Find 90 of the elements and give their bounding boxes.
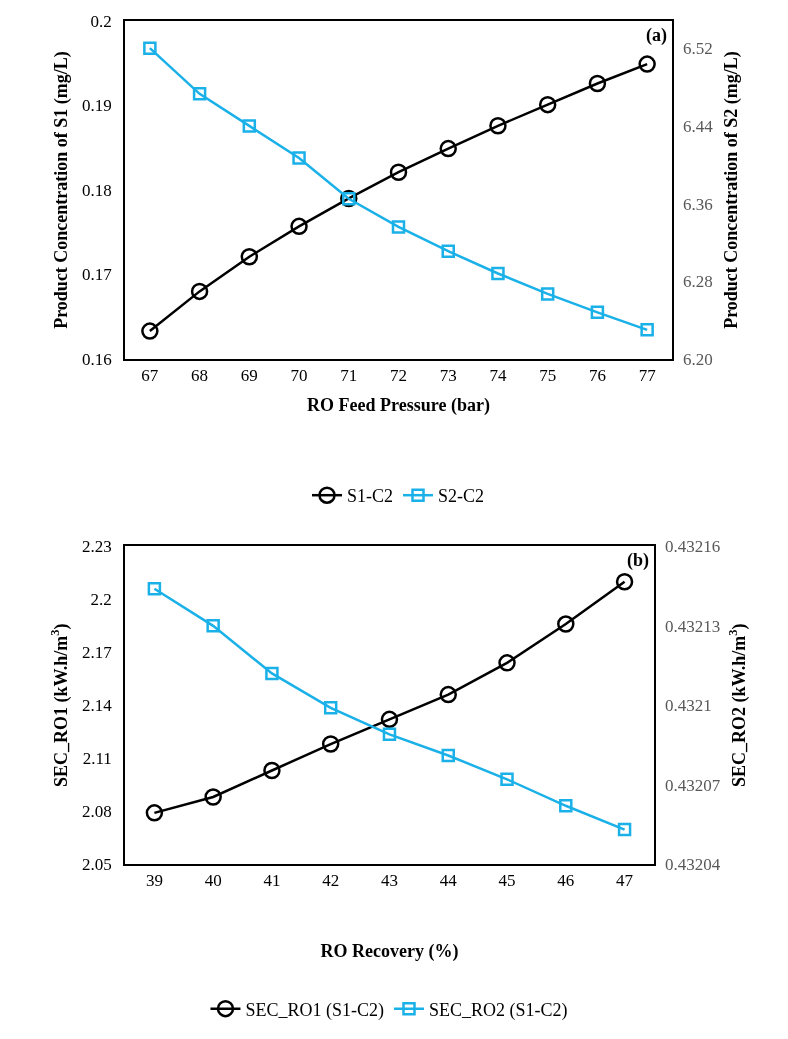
point	[240, 247, 259, 266]
y2-tick-label: 6.20	[683, 349, 713, 369]
point	[192, 87, 207, 101]
point	[321, 735, 340, 753]
y-tick-label: 2.17	[82, 643, 113, 663]
point	[557, 615, 575, 633]
y-tick-label: 2.08	[82, 802, 112, 822]
x-tick-label: 45	[498, 871, 516, 891]
point	[498, 654, 516, 672]
y2-tick-label: 0.43213	[664, 616, 721, 636]
y2-tick-label: 0.4321	[664, 696, 712, 716]
x-tick-label: 70	[290, 366, 308, 386]
x-tick-label: 75	[539, 366, 557, 386]
point	[615, 572, 634, 591]
point	[292, 151, 306, 165]
x-tick-label: 76	[588, 366, 606, 386]
point	[389, 163, 408, 181]
point	[141, 322, 159, 340]
y-tick-label: 2.23	[82, 537, 112, 557]
y2-tick-label: 0.43207	[664, 775, 721, 795]
x-tick-label: 68	[191, 366, 209, 386]
x-tick-label: 72	[390, 366, 407, 386]
x-tick-label: 43	[380, 871, 398, 891]
x-tick-label: 73	[439, 366, 457, 386]
point	[540, 287, 555, 301]
x-tick-label: 47	[616, 871, 634, 891]
y-tick-label: 2.2	[90, 590, 112, 610]
point	[147, 582, 162, 596]
annotation: (b)	[627, 550, 649, 571]
y2-tick-label: 0.43204	[664, 854, 721, 874]
y2-tick-label: 6.52	[683, 39, 713, 59]
point	[538, 95, 557, 114]
point	[590, 305, 605, 320]
point	[588, 74, 607, 93]
x-tick-label: 67	[141, 366, 159, 386]
point	[263, 761, 281, 780]
point	[489, 117, 507, 135]
point	[290, 217, 308, 236]
y2-tick-label: 6.44	[683, 116, 714, 136]
legend-label: SEC_RO1 (S1-C2)	[245, 999, 384, 1021]
point	[439, 685, 457, 704]
y-tick-label: 0.19	[82, 96, 112, 116]
y-tick-label: 2.05	[82, 854, 112, 874]
point	[491, 266, 505, 281]
point	[559, 799, 573, 813]
point	[143, 41, 157, 55]
point	[441, 748, 455, 763]
y2-axis-title: Product Concentration of S2 (mg/L)	[721, 51, 743, 329]
x-tick-label: 42	[322, 871, 340, 891]
legend-label: S1-C2	[347, 486, 394, 507]
point	[380, 710, 399, 729]
x-tick-label: 77	[638, 366, 657, 386]
point	[640, 323, 654, 337]
x-tick-label: 40	[204, 871, 222, 891]
y-axis-title: Product Concentration of S1 (mg/L)	[50, 51, 72, 329]
point	[242, 119, 257, 133]
x-tick-label: 71	[340, 366, 358, 386]
x-tick-label: 69	[240, 366, 258, 386]
y-tick-label: 0.2	[90, 11, 112, 31]
x-tick-label: 41	[263, 871, 281, 891]
legend-label: SEC_RO2 (S1-C2)	[429, 999, 568, 1021]
annotation: (a)	[646, 25, 667, 46]
y2-tick-label: 6.28	[683, 272, 713, 292]
x-tick-label: 44	[439, 871, 458, 891]
x-tick-label: 74	[489, 366, 507, 386]
x-tick-label: 46	[557, 871, 575, 891]
point	[638, 55, 656, 73]
y2-tick-label: 6.36	[683, 194, 713, 214]
y-tick-label: 0.17	[82, 265, 113, 285]
point	[190, 282, 209, 301]
x-axis-title: RO Feed Pressure (bar)	[307, 394, 490, 416]
x-axis-title: RO Recovery (%)	[320, 940, 459, 962]
point	[145, 804, 164, 822]
y2-tick-label: 0.43216	[664, 537, 721, 557]
point	[617, 822, 632, 837]
y-tick-label: 2.11	[82, 749, 112, 769]
point	[323, 701, 338, 715]
point	[391, 220, 406, 234]
point	[204, 788, 222, 806]
point	[500, 772, 514, 787]
point	[441, 244, 455, 258]
y-tick-label: 2.14	[82, 696, 113, 716]
x-tick-label: 39	[145, 871, 163, 891]
point	[439, 139, 457, 158]
y-tick-label: 0.18	[82, 180, 112, 200]
point	[265, 666, 279, 681]
point	[382, 727, 397, 742]
legend-label: S2-C2	[438, 486, 485, 507]
point	[206, 619, 220, 633]
y-tick-label: 0.16	[82, 349, 112, 369]
